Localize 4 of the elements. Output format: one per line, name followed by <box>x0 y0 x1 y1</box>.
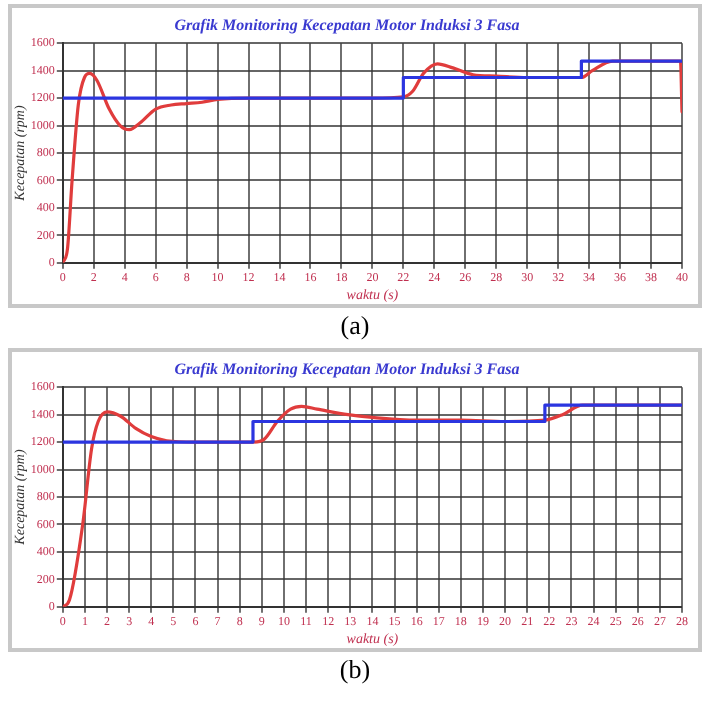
text: (a) <box>338 308 372 344</box>
chart-title: Grafik Monitoring Kecepatan Motor Induksi 3 Fasa <box>174 15 520 34</box>
text: (b) <box>337 652 373 688</box>
chart-title: Grafik Monitoring Kecepatan Motor Induksi 3 Fasa <box>174 359 520 378</box>
